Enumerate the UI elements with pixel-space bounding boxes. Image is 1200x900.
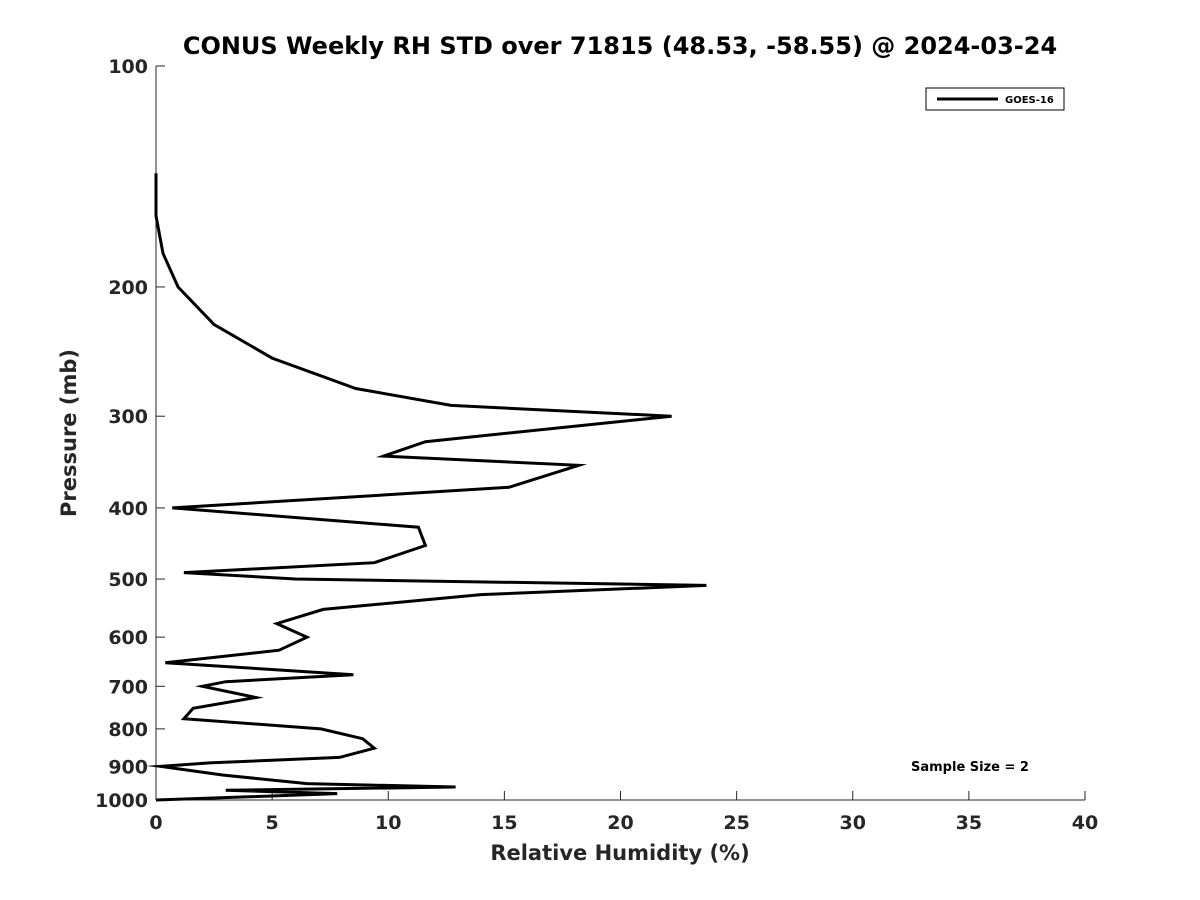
y-tick-label: 600 — [108, 627, 148, 649]
x-tick-label: 5 — [266, 812, 279, 834]
y-tick-label: 900 — [108, 756, 148, 778]
x-tick-label: 40 — [1072, 812, 1098, 834]
series-line-goes-16 — [146, 173, 707, 802]
y-tick-label: 700 — [108, 676, 148, 698]
x-tick-label: 10 — [375, 812, 401, 834]
x-tick-label: 25 — [723, 812, 749, 834]
series-layer — [146, 173, 707, 802]
y-tick-label: 800 — [108, 719, 148, 741]
y-tick-label: 500 — [108, 569, 148, 591]
y-axis-label: Pressure (mb) — [57, 349, 81, 517]
x-tick-group: 0 5 10 15 20 25 30 35 40 — [149, 791, 1098, 834]
legend: GOES-16 — [925, 87, 1065, 111]
chart-title: CONUS Weekly RH STD over 71815 (48.53, -… — [183, 32, 1057, 60]
y-tick-label: 1000 — [95, 790, 148, 812]
x-tick-label: 35 — [956, 812, 982, 834]
x-tick-label: 30 — [840, 812, 866, 834]
y-tick-label: 200 — [108, 277, 148, 299]
x-axis-label: Relative Humidity (%) — [490, 841, 749, 865]
y-tick-group: 100 200 300 400 500 600 700 800 900 1000 — [95, 56, 165, 812]
x-tick-label: 20 — [607, 812, 633, 834]
y-tick-label: 100 — [108, 56, 148, 78]
x-tick-label: 15 — [491, 812, 517, 834]
legend-entry-goes-16: GOES-16 — [1005, 95, 1054, 106]
y-tick-label: 300 — [108, 406, 148, 428]
y-tick-label: 400 — [108, 498, 148, 520]
x-tick-label: 0 — [149, 812, 162, 834]
sample-size-annotation: Sample Size = 2 — [911, 760, 1029, 775]
